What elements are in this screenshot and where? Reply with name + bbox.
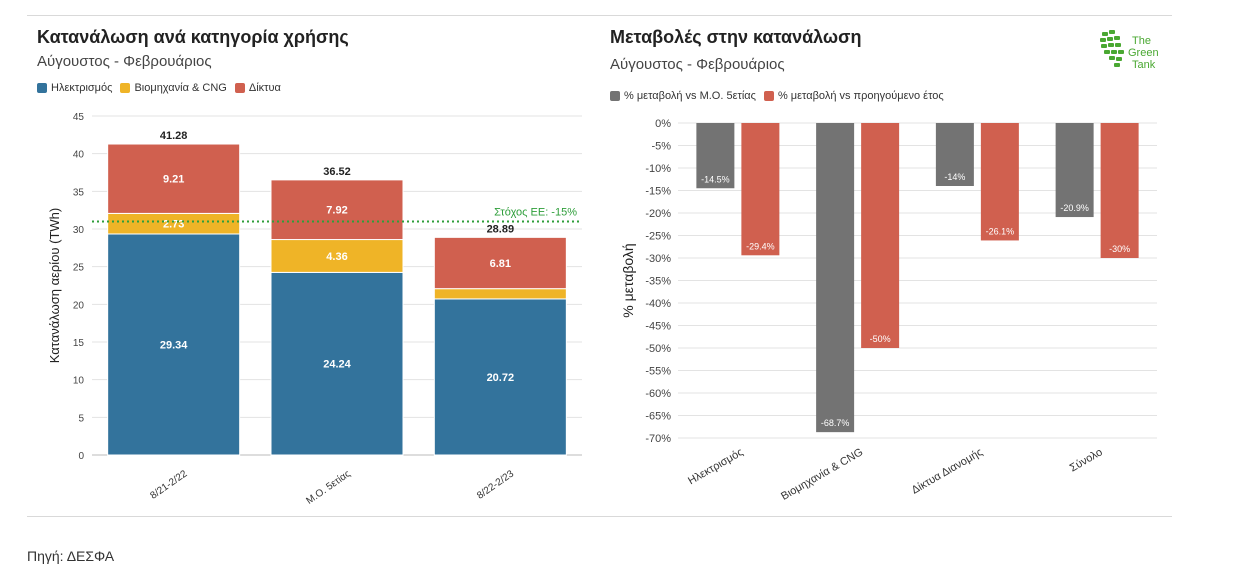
y-tick-label: -30% bbox=[645, 253, 671, 265]
y-tick-label: -60% bbox=[645, 388, 671, 400]
bar-value-label: -14% bbox=[944, 172, 965, 182]
logo-text-3: Tank bbox=[1132, 59, 1156, 71]
x-tick-label: Βιομηχανία & CNG bbox=[779, 446, 865, 503]
bar-value-label: -20.9% bbox=[1060, 203, 1089, 213]
y-tick-label: 20 bbox=[73, 300, 85, 311]
bar-segment bbox=[270, 179, 404, 241]
segment-value-label: 20.72 bbox=[487, 372, 515, 384]
total-value-label: 28.89 bbox=[487, 223, 515, 235]
left-chart-subtitle: Αύγουστος - Φεβρουάριος bbox=[37, 53, 212, 70]
y-tick-label: -10% bbox=[645, 163, 671, 175]
green-tank-logo: The Green Tank bbox=[1098, 28, 1168, 74]
y-tick-label: -50% bbox=[645, 343, 671, 355]
y-tick-label: 10 bbox=[73, 376, 85, 387]
y-tick-label: -45% bbox=[645, 321, 671, 333]
legend-label: Ηλεκτρισμός bbox=[51, 82, 113, 94]
right-chart-title: Μεταβολές στην κατανάλωση bbox=[610, 27, 862, 47]
y-tick-label: -55% bbox=[645, 366, 671, 378]
right-chart-subtitle: Αύγουστος - Φεβρουάριος bbox=[610, 56, 785, 73]
bar-value-label: -26.1% bbox=[986, 226, 1015, 236]
bar-segment bbox=[270, 271, 404, 456]
source-note: Πηγή: ΔΕΣΦΑ bbox=[27, 548, 115, 564]
y-tick-label: -70% bbox=[645, 433, 671, 445]
legend-item-electricity: Ηλεκτρισμός bbox=[37, 82, 112, 94]
left-chart-title: Κατανάλωση ανά κατηγορία χρήσης bbox=[37, 27, 349, 47]
y-tick-label: 45 bbox=[73, 112, 85, 123]
x-tick-label: Δίκτυα Διανομής bbox=[910, 446, 985, 496]
bar bbox=[816, 123, 855, 433]
left-chart-legend: Ηλεκτρισμός Βιομηχανία & CNG Δίκτυα bbox=[37, 82, 281, 94]
bar bbox=[861, 123, 900, 348]
segment-value-label: 29.34 bbox=[160, 339, 188, 351]
segment-value-label: 24.24 bbox=[323, 359, 351, 371]
y-tick-label: 25 bbox=[73, 263, 85, 274]
legend-item-industry: Βιομηχανία & CNG bbox=[120, 82, 227, 94]
bar-segment bbox=[433, 236, 567, 290]
bar bbox=[935, 123, 974, 186]
y-tick-label: 35 bbox=[73, 187, 85, 198]
grouped-bar-chart: 0% -5% -10% -15% -20% -25% -30% -35% -40% -45% -50… bbox=[620, 118, 1157, 503]
bar-value-label: -29.4% bbox=[746, 241, 775, 251]
y-axis-label: Κατανάλωση αερίου (TWh) bbox=[47, 208, 62, 363]
bar bbox=[696, 123, 735, 189]
segment-value-label: 6.81 bbox=[490, 258, 511, 270]
bar-value-label: -50% bbox=[870, 334, 891, 344]
y-tick-label: 15 bbox=[73, 338, 85, 349]
leaf-icon: The Green Tank bbox=[1100, 30, 1159, 71]
legend-label: % μεταβολή vs Μ.Ο. 5ετίας bbox=[624, 90, 756, 102]
segment-value-label: 4.36 bbox=[326, 251, 347, 263]
total-value-label: 41.28 bbox=[160, 130, 188, 142]
right-chart-legend: % μεταβολή vs Μ.Ο. 5ετίας % μεταβολή vs … bbox=[610, 90, 944, 102]
logo-text-2: Green bbox=[1128, 47, 1159, 59]
legend-item-vs-5yr-avg: % μεταβολή vs Μ.Ο. 5ετίας bbox=[610, 90, 756, 102]
bar-value-label: -30% bbox=[1109, 244, 1130, 254]
logo-text-1: The bbox=[1132, 35, 1151, 47]
y-tick-label: -5% bbox=[651, 141, 671, 153]
y-tick-label: -25% bbox=[645, 231, 671, 243]
legend-label: Δίκτυα bbox=[248, 82, 281, 94]
x-tick-label: Ηλεκτρισμός bbox=[686, 446, 745, 487]
legend-swatch bbox=[610, 91, 620, 101]
y-tick-label: -20% bbox=[645, 208, 671, 220]
bar bbox=[980, 123, 1019, 241]
bar-segment bbox=[433, 298, 567, 456]
legend-swatch bbox=[234, 83, 245, 93]
legend-swatch bbox=[120, 83, 131, 93]
bar bbox=[741, 123, 780, 256]
y-tick-label: -65% bbox=[645, 411, 671, 423]
x-tick-label: Μ.Ο. 5ετίας bbox=[304, 468, 353, 507]
bar-value-label: -14.5% bbox=[701, 174, 730, 184]
bar-segment bbox=[107, 143, 241, 214]
y-tick-label: 0 bbox=[78, 451, 84, 462]
target-line-label: Στόχος ΕΕ: -15% bbox=[494, 206, 577, 218]
y-tick-label: 30 bbox=[73, 225, 85, 236]
y-tick-label: 40 bbox=[73, 150, 85, 161]
bar-segment bbox=[270, 239, 404, 273]
y-tick-label: -15% bbox=[645, 186, 671, 198]
y-axis-label: % μεταβολή bbox=[620, 243, 636, 317]
y-tick-label: 5 bbox=[78, 413, 84, 424]
x-tick-label: 8/21-2/22 bbox=[148, 468, 189, 501]
segment-value-label: 7.92 bbox=[326, 205, 347, 217]
bar-segment bbox=[433, 288, 567, 300]
y-tick-label: -35% bbox=[645, 276, 671, 288]
legend-label: % μεταβολή vs προηγούμενο έτος bbox=[777, 90, 944, 102]
bar-value-label: -68.7% bbox=[821, 418, 850, 428]
top-divider bbox=[27, 15, 1172, 16]
legend-swatch bbox=[37, 83, 47, 93]
legend-item-networks: Δίκτυα bbox=[234, 82, 281, 94]
segment-value-label: 9.21 bbox=[163, 174, 184, 186]
legend-swatch bbox=[763, 91, 774, 101]
stacked-bar-chart: 0 5 10 15 20 25 30 35 40 45 Κατανάλωση αερίου (TWh… bbox=[47, 112, 582, 507]
bar bbox=[1100, 123, 1139, 258]
x-tick-label: 8/22-2/23 bbox=[475, 468, 516, 501]
bar bbox=[1055, 123, 1094, 218]
legend-label: Βιομηχανία & CNG bbox=[134, 82, 227, 94]
bottom-divider bbox=[27, 516, 1172, 517]
total-value-label: 36.52 bbox=[323, 166, 351, 178]
y-tick-label: 0% bbox=[655, 118, 671, 130]
x-tick-label: Σύνολο bbox=[1068, 446, 1105, 474]
y-tick-label: -40% bbox=[645, 298, 671, 310]
legend-item-vs-prev-year: % μεταβολή vs προηγούμενο έτος bbox=[763, 90, 944, 102]
